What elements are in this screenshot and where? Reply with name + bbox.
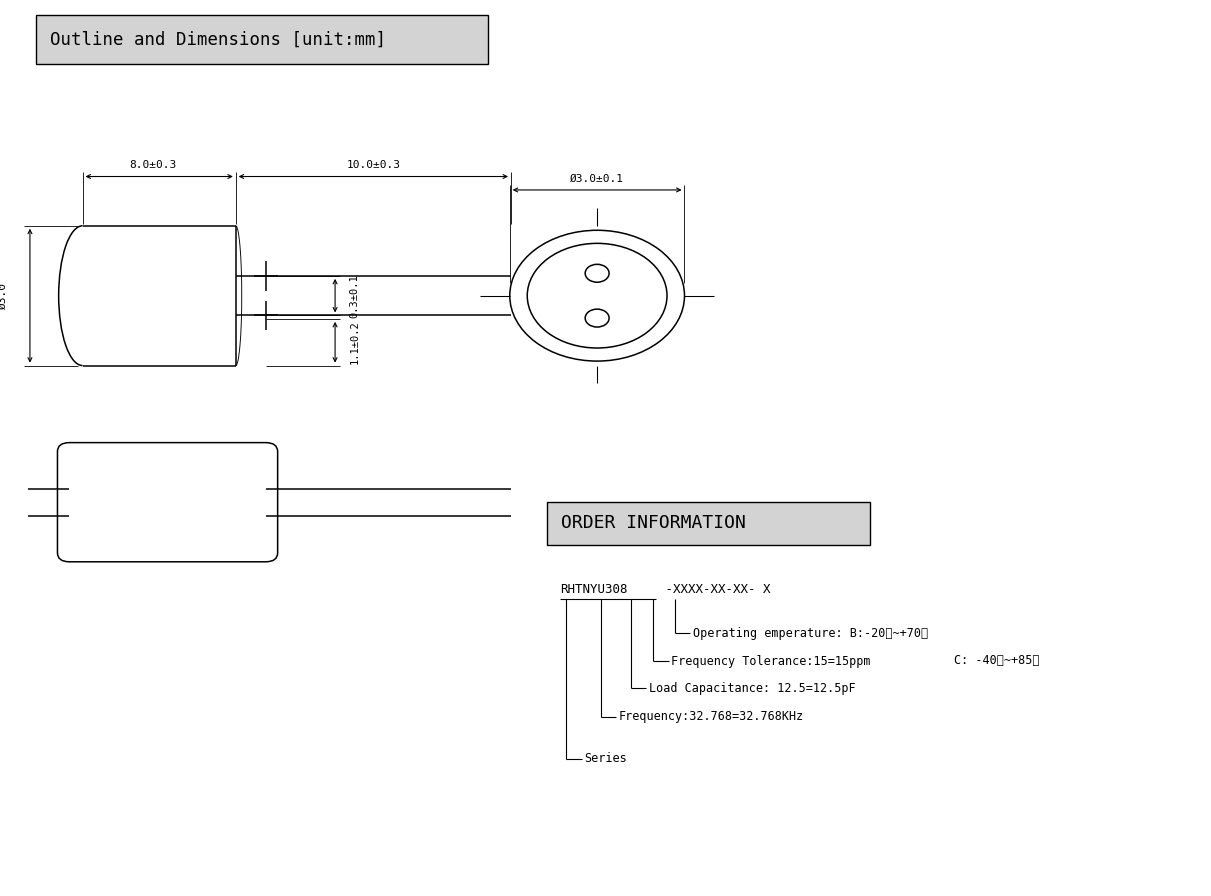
Text: Series: Series — [584, 753, 627, 765]
Text: RHTNYU308: RHTNYU308 — [559, 582, 627, 596]
Text: Frequency Tolerance:15=15ppm: Frequency Tolerance:15=15ppm — [671, 655, 871, 668]
Text: 0.3±0.1: 0.3±0.1 — [350, 274, 360, 317]
Text: 10.0±0.3: 10.0±0.3 — [346, 160, 401, 170]
Text: Outline and Dimensions [unit:mm]: Outline and Dimensions [unit:mm] — [51, 30, 386, 48]
Text: Load Capacitance: 12.5=12.5pF: Load Capacitance: 12.5=12.5pF — [649, 682, 855, 694]
Text: ORDER INFORMATION: ORDER INFORMATION — [561, 514, 746, 532]
FancyBboxPatch shape — [547, 502, 869, 545]
Text: Operating emperature: B:-20℃~+70℃: Operating emperature: B:-20℃~+70℃ — [693, 627, 928, 640]
Text: 8.0±0.3: 8.0±0.3 — [130, 160, 177, 170]
FancyBboxPatch shape — [36, 15, 488, 64]
Text: 1.1±0.2: 1.1±0.2 — [350, 321, 360, 364]
Text: Frequency:32.768=32.768KHz: Frequency:32.768=32.768KHz — [619, 711, 804, 723]
Text: Ø3.0±0.1: Ø3.0±0.1 — [570, 174, 624, 184]
Text: C: -40℃~+85℃: C: -40℃~+85℃ — [954, 654, 1039, 667]
FancyBboxPatch shape — [57, 443, 277, 562]
Text: Ø3.0: Ø3.0 — [0, 282, 7, 309]
Text: -XXXX-XX-XX- X: -XXXX-XX-XX- X — [658, 582, 770, 596]
